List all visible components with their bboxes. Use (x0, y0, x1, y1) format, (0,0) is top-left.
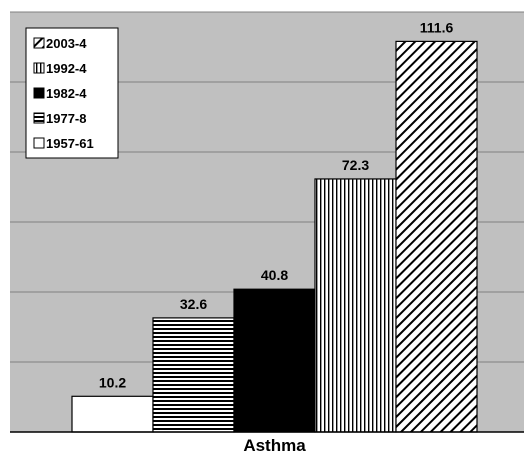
data-label: 32.6 (180, 296, 207, 312)
legend-entry: 2003-4 (46, 36, 87, 51)
bar-1957-61 (71, 395, 154, 433)
x-category-label: Asthma (243, 436, 306, 455)
bar-1992-4 (314, 178, 397, 433)
legend: 2003-4 1992-4 1982-4 1977-8 1957-61 (25, 27, 119, 159)
data-label: 72.3 (342, 157, 369, 173)
legend-swatch (33, 137, 45, 149)
data-label: 40.8 (261, 267, 288, 283)
bars (71, 40, 478, 433)
legend-entry: 1982-4 (46, 86, 87, 101)
bar-2003-4 (395, 40, 478, 433)
legend-swatch (33, 112, 45, 124)
bar-1977-8 (152, 317, 235, 433)
bar-1982-4 (233, 288, 316, 433)
legend-swatch (33, 62, 45, 74)
data-label: 111.6 (420, 19, 454, 35)
legend-swatch (33, 37, 45, 49)
legend-entry: 1992-4 (46, 61, 87, 76)
data-labels: 10.2 32.6 40.8 72.3 111.6 (99, 19, 454, 390)
legend-swatch (33, 87, 45, 99)
legend-entry: 1957-61 (46, 136, 94, 151)
legend-entry: 1977-8 (46, 111, 86, 126)
data-label: 10.2 (99, 374, 126, 390)
